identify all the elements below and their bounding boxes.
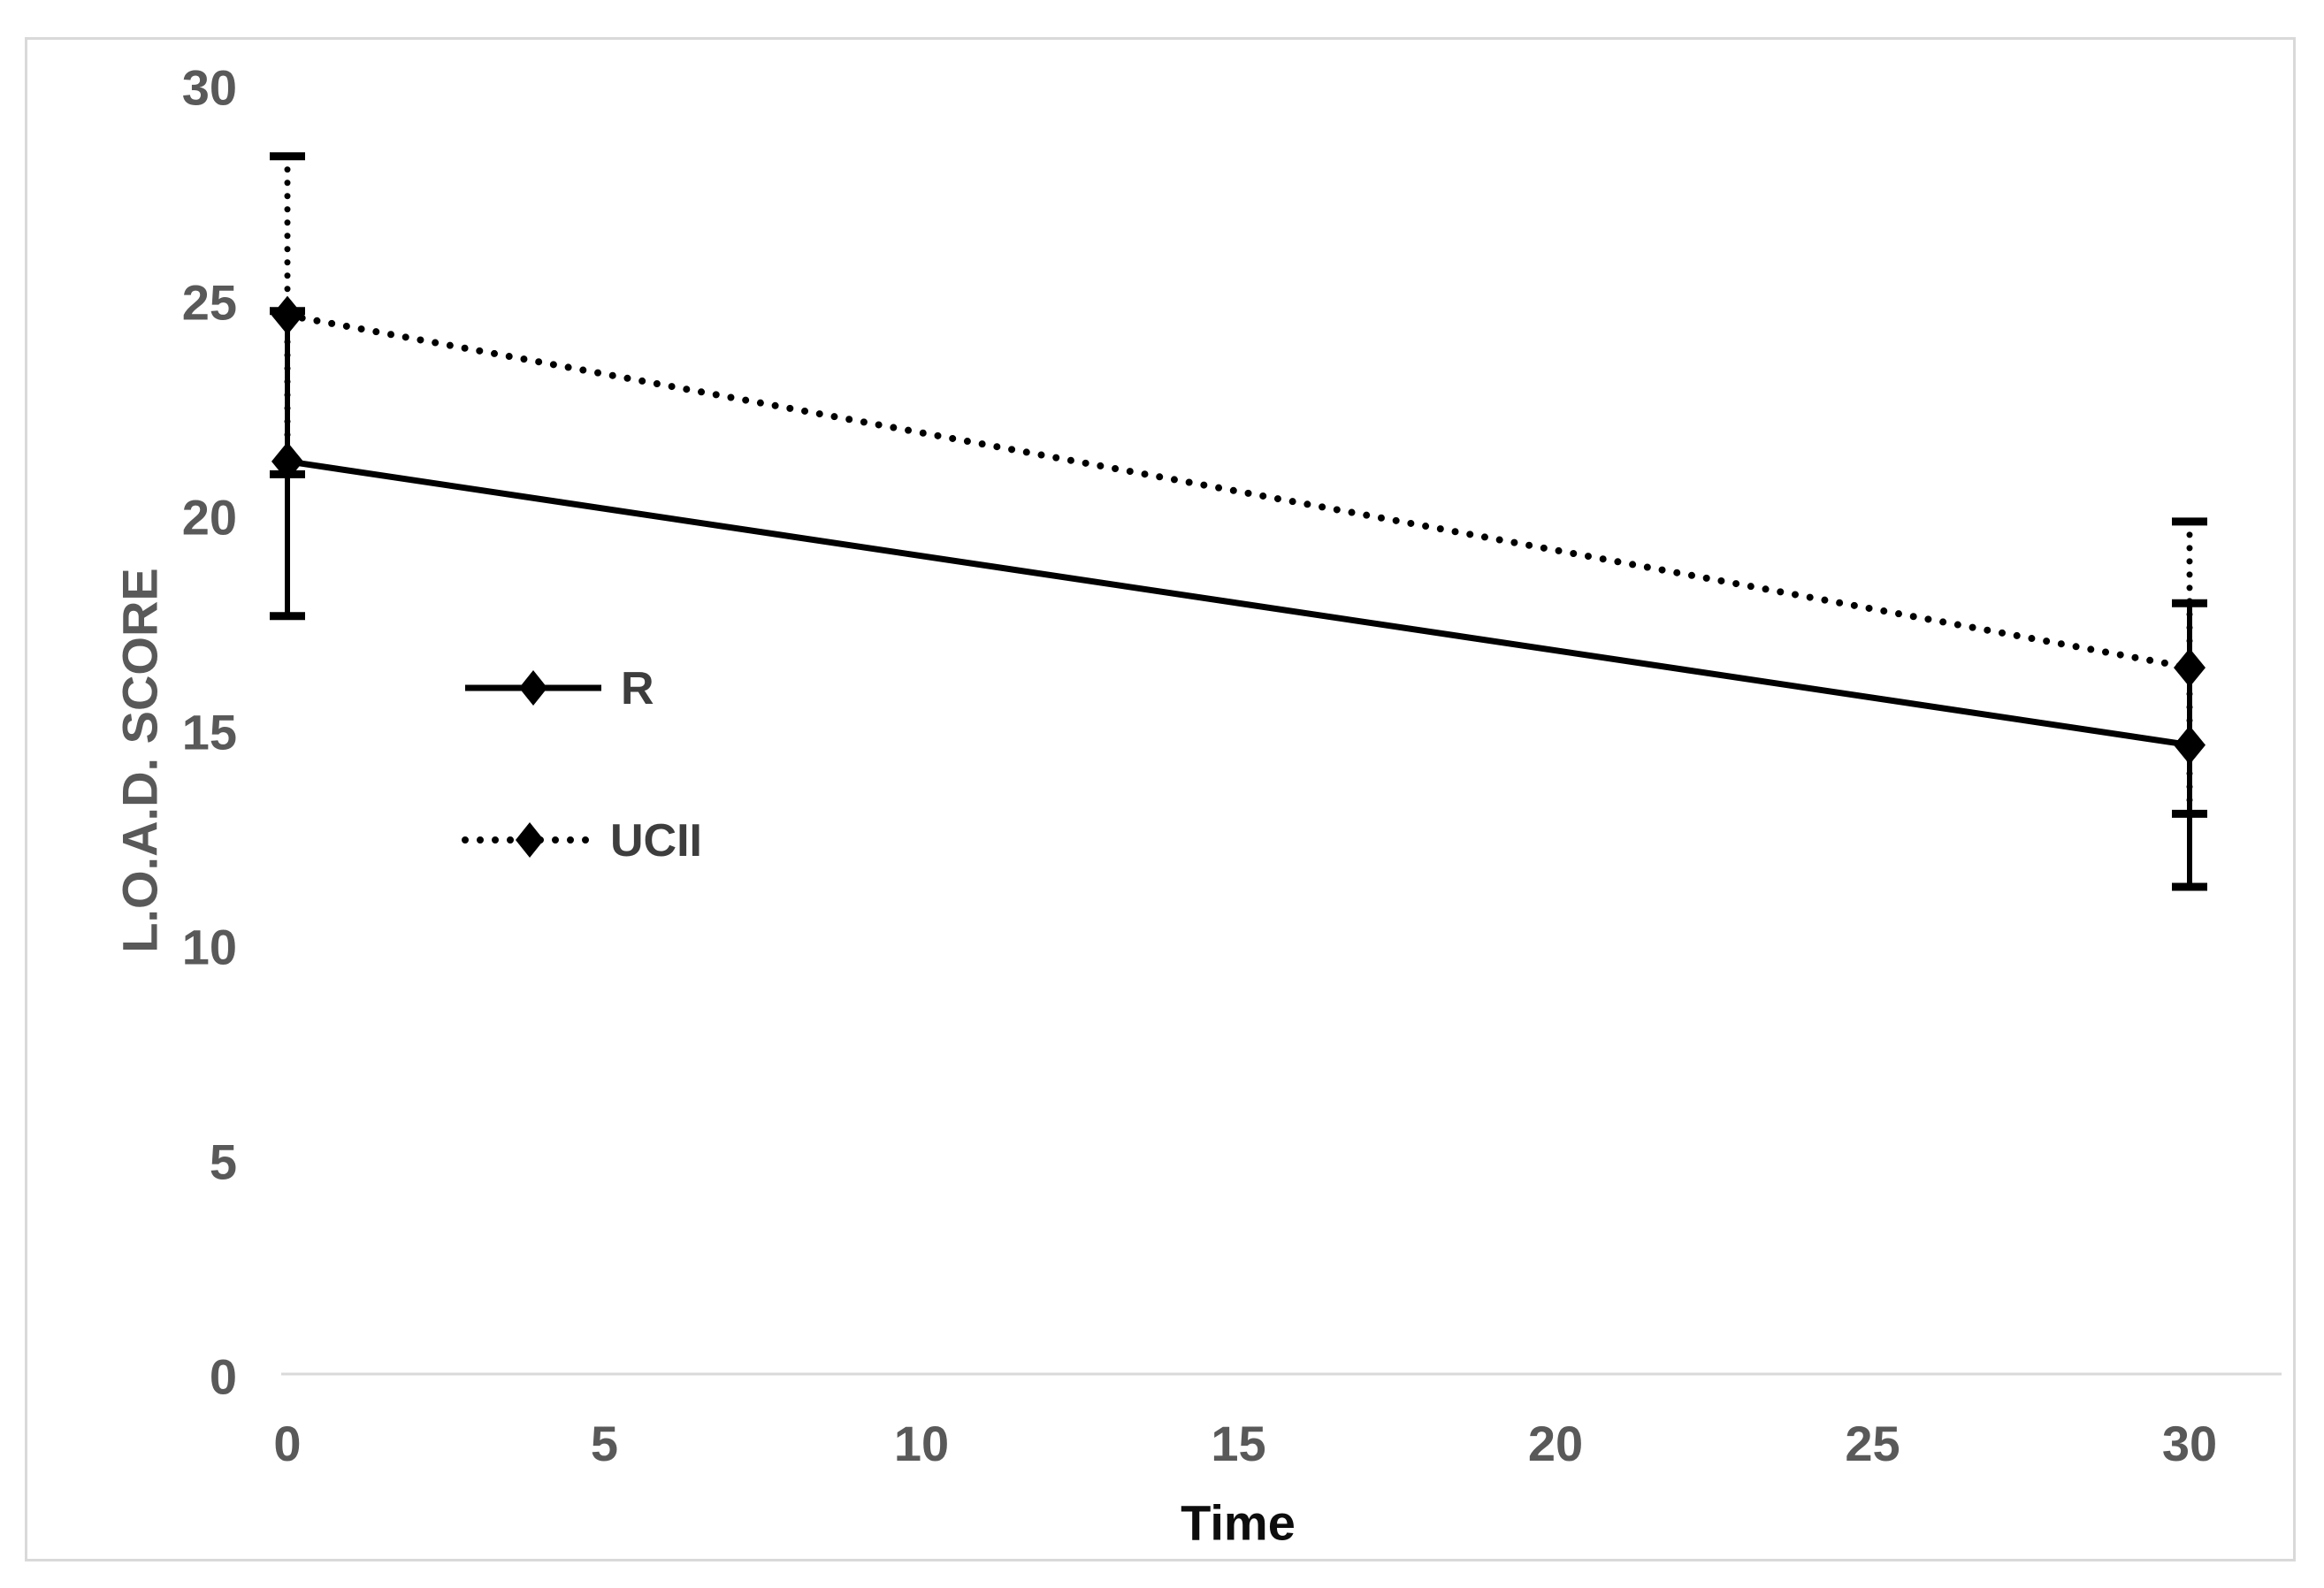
marker-UCII-30	[2174, 648, 2206, 688]
legend-R-marker	[519, 670, 547, 706]
legend-label-UCII: UCII	[610, 815, 702, 867]
x-tick-20: 20	[1528, 1416, 1583, 1471]
y-tick-30: 30	[182, 60, 237, 116]
y-tick-10: 10	[182, 920, 237, 975]
legend-label-R: R	[621, 663, 654, 714]
x-tick-15: 15	[1211, 1416, 1265, 1471]
x-tick-0: 0	[273, 1416, 301, 1471]
y-tick-5: 5	[210, 1134, 237, 1190]
y-tick-0: 0	[210, 1349, 237, 1405]
series-R-line	[287, 458, 2190, 749]
x-tick-10: 10	[894, 1416, 949, 1471]
chart-frame	[25, 37, 2296, 1561]
marker-R-30	[2174, 725, 2206, 765]
x-axis-title: Time	[1181, 1494, 1296, 1551]
y-tick-25: 25	[182, 275, 237, 331]
y-tick-15: 15	[182, 705, 237, 760]
legend-UCII-marker	[516, 822, 544, 858]
marker-UCII-0	[271, 295, 303, 335]
x-tick-25: 25	[1845, 1416, 1900, 1471]
marker-R-0	[271, 441, 303, 481]
series-UCII-line	[284, 311, 2193, 672]
x-tick-30: 30	[2162, 1416, 2217, 1471]
y-axis-title: L.O.A.D. SCORE	[111, 568, 168, 953]
y-tick-20: 20	[182, 490, 237, 546]
x-tick-5: 5	[591, 1416, 618, 1471]
